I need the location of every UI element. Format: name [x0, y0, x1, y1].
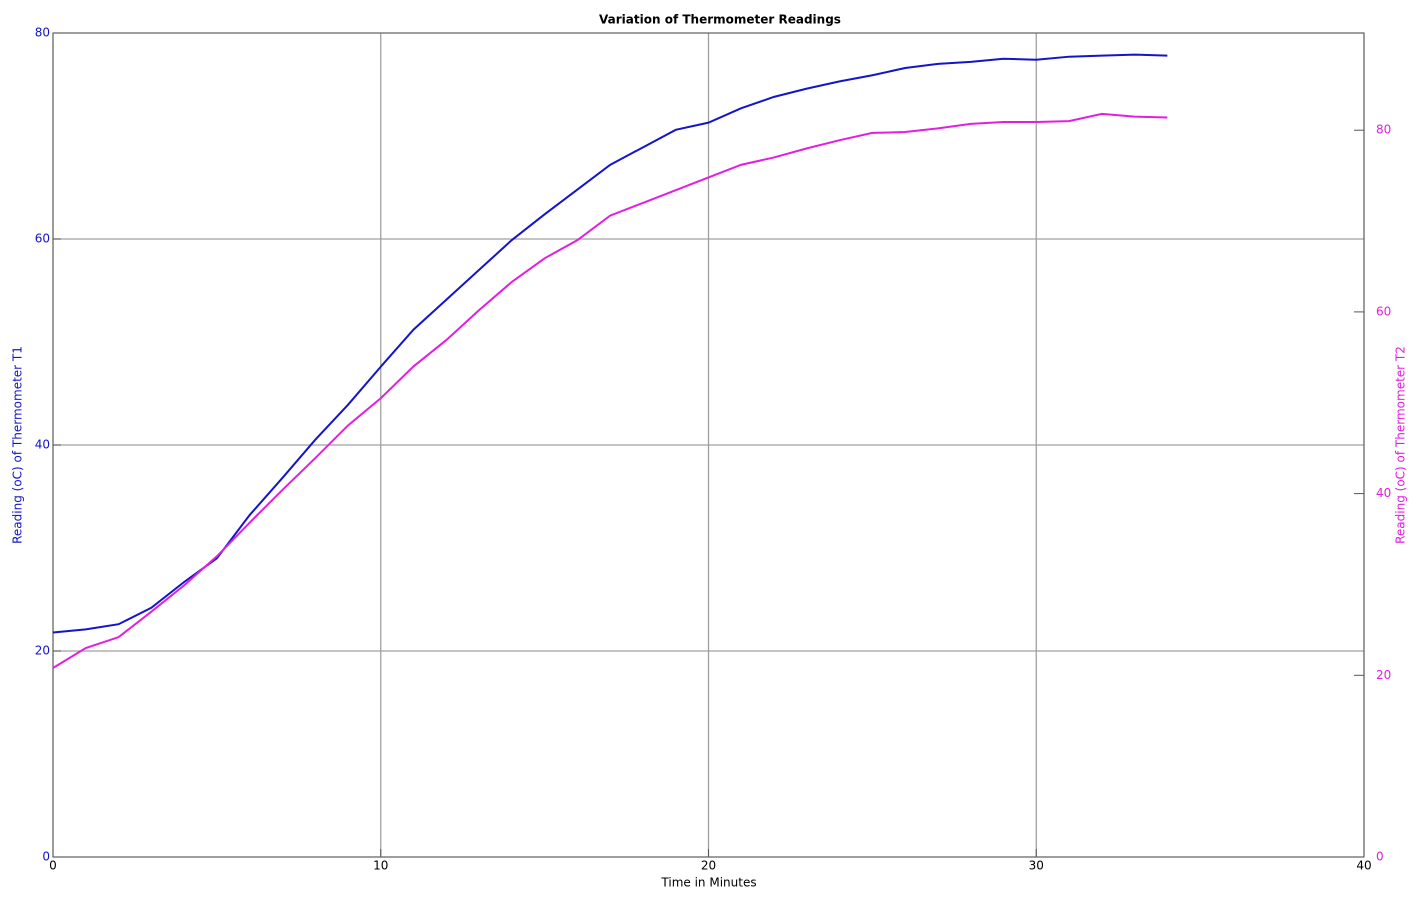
y2-tick-label: 20 [1376, 668, 1391, 682]
x-tick-label: 30 [1029, 859, 1044, 873]
x-tick-label: 40 [1356, 859, 1371, 873]
data-line [52, 112, 1168, 669]
y-tick-label: 60 [35, 232, 50, 246]
x-tick-label: 10 [373, 859, 388, 873]
x-tick-label: 0 [49, 859, 57, 873]
y-tick-label: 0 [42, 850, 50, 864]
y2-axis-label: Reading (oC) of Thermometer T2 [1394, 346, 1408, 544]
y2-tick-label: 40 [1376, 486, 1391, 500]
plot-frame [52, 32, 1365, 858]
y-tick-label: 80 [35, 26, 50, 40]
x-tick-label: 20 [701, 859, 716, 873]
data-line [52, 53, 1168, 634]
y-tick-label: 40 [35, 438, 50, 452]
y2-tick-label: 0 [1376, 850, 1384, 864]
y-axis-label: Reading (oC) of Thermometer T1 [11, 346, 25, 544]
y-tick-label: 20 [35, 644, 50, 658]
chart-title: Variation of Thermometer Readings [599, 13, 841, 27]
y2-tick-label: 80 [1376, 123, 1391, 137]
y2-tick-label: 60 [1376, 304, 1391, 318]
x-axis-label: Time in Minutes [660, 876, 756, 890]
